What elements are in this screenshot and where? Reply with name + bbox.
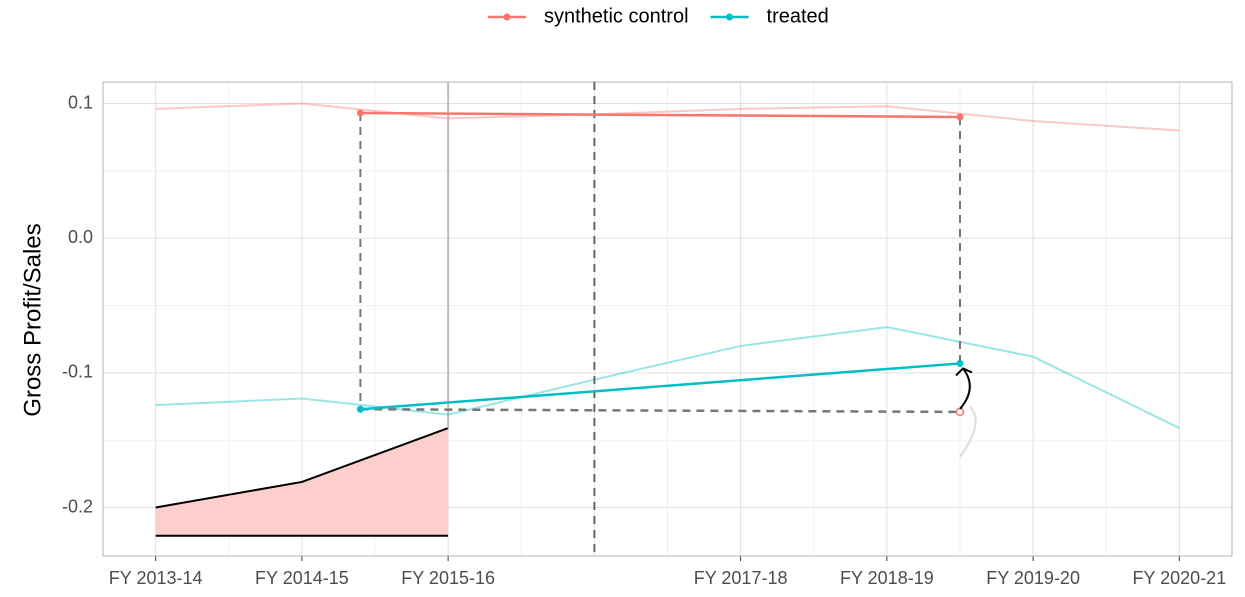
series-line: [155, 102, 1180, 132]
overlay-point: [356, 405, 364, 413]
legend-label: treated: [767, 5, 829, 27]
overlay-treated-line: [360, 362, 961, 411]
x-tick-label: FY 2013-14: [109, 568, 203, 588]
x-tick-label: FY 2015-16: [401, 568, 495, 588]
x-tick-label: FY 2014-15: [255, 568, 349, 588]
legend-label: synthetic control: [544, 5, 689, 27]
inset-line: [155, 427, 449, 509]
x-tick-label: FY 2019-20: [986, 568, 1080, 588]
shadow-arc: [959, 406, 977, 458]
y-tick-label: -0.1: [62, 362, 93, 382]
y-axis-label: Gross Profit/Sales: [19, 223, 46, 416]
x-tick-label: FY 2017-18: [694, 568, 788, 588]
legend-key-point: [503, 13, 511, 21]
counterfactual-point: [955, 407, 965, 417]
plot-border: [102, 81, 1233, 557]
overlay-synthetic-line: [360, 111, 960, 119]
overlay-point: [956, 359, 964, 367]
series-line: [155, 326, 1180, 429]
overlay-point: [356, 109, 364, 117]
y-tick-label: 0.0: [68, 227, 93, 247]
arrow-head: [955, 367, 973, 377]
legend-key-point: [726, 13, 734, 21]
arrow: [959, 367, 971, 410]
x-tick-label: FY 2020-21: [1132, 568, 1226, 588]
overlay-point: [956, 113, 964, 121]
counterfactual-line: [360, 407, 960, 414]
x-tick-label: FY 2018-19: [840, 568, 934, 588]
inset-area: [155, 428, 449, 536]
y-tick-label: -0.2: [62, 496, 93, 516]
y-tick-label: 0.1: [68, 92, 93, 112]
